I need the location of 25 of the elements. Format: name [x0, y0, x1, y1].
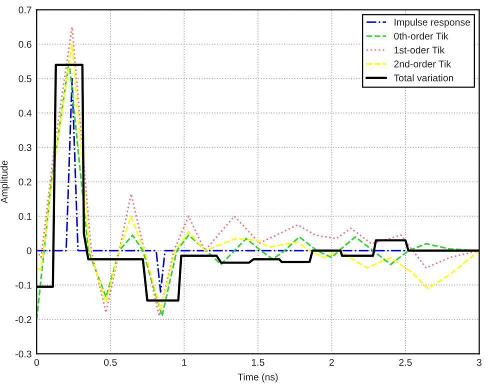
y-tick-label: 0.2 [18, 178, 32, 186]
x-tick-label: 1.5 [252, 359, 264, 366]
x-tick-label: 1 [182, 359, 186, 366]
y-tick-label: -0.2 [15, 316, 32, 324]
x-tick-label: 2.5 [399, 358, 412, 366]
legend-label: 0th-order Tik [394, 32, 448, 40]
legend-label: 2nd-order Tik [394, 60, 452, 68]
y-tick-label: 0.5 [18, 75, 32, 82]
y-tick-label: 0.3 [18, 144, 32, 152]
y-axis-title: Amplitude [0, 160, 10, 204]
y-tick-label: -0.1 [15, 282, 32, 289]
x-tick-label: 0 [34, 358, 39, 366]
x-tick-label: 0.5 [104, 358, 117, 366]
legend-label: Total variation [394, 74, 454, 82]
y-tick-label: 0 [26, 247, 32, 254]
x-tick-label: 2 [329, 358, 334, 366]
y-tick-label: 0.1 [18, 212, 32, 220]
y-tick-label: 0.7 [18, 6, 32, 14]
y-tick-label: -0.3 [15, 350, 32, 358]
y-tick-label: 0.4 [18, 110, 32, 117]
x-tick-label: 3 [476, 358, 482, 366]
legend-label: 1st-oder Tik [394, 46, 445, 54]
legend-label: Impulse response [394, 18, 470, 28]
y-tick-label: 0.6 [18, 40, 32, 48]
x-axis-title: Time (ns) [238, 373, 278, 382]
